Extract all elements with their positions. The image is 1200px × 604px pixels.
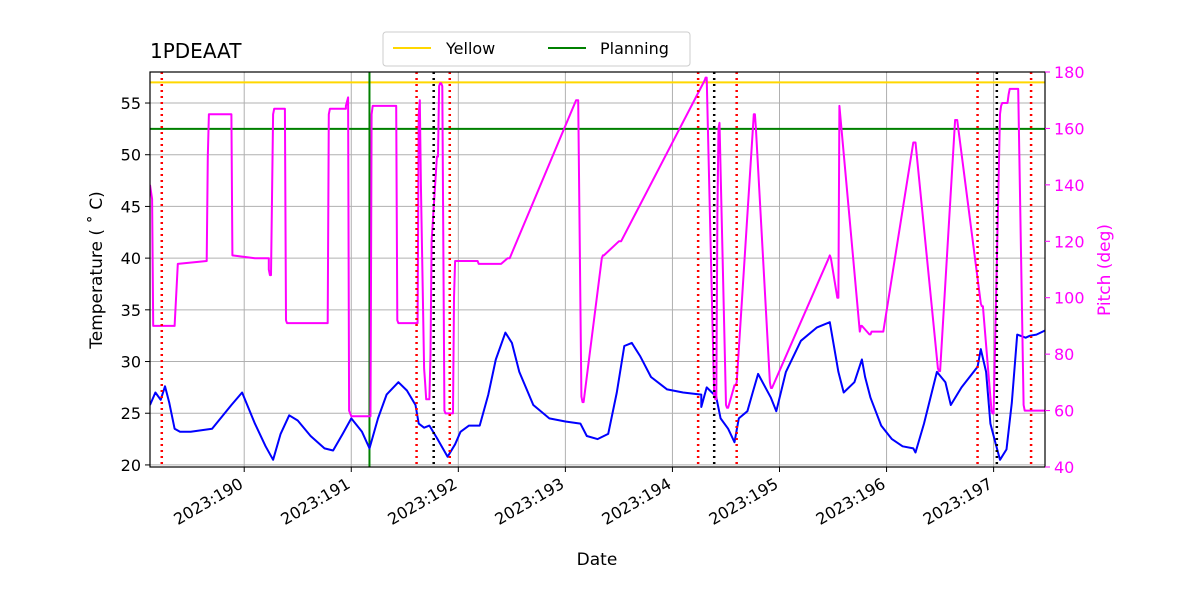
y-left-tick-label: 35 xyxy=(121,301,141,320)
grid-layer xyxy=(150,72,1045,467)
y-right-tick-label: 140 xyxy=(1054,176,1085,195)
data-layer xyxy=(150,72,1045,467)
series-line-pitch xyxy=(150,76,1045,418)
y-right-tick-label: 60 xyxy=(1054,402,1074,421)
y-left-tick-label: 55 xyxy=(121,94,141,113)
y-left-tick-label: 50 xyxy=(121,146,141,165)
y-axis-label-left: Temperature ( ˚ C) xyxy=(86,191,107,350)
series-line-temperature xyxy=(150,321,1045,461)
y-right-tick-label: 180 xyxy=(1054,63,1085,82)
legend-label-yellow: Yellow xyxy=(445,39,495,58)
y-right-tick-label: 80 xyxy=(1054,345,1074,364)
y-left-tick-label: 45 xyxy=(121,197,141,216)
y-right-tick-label: 100 xyxy=(1054,289,1085,308)
y-left-tick-label: 30 xyxy=(121,353,141,372)
y-left-tick-label: 40 xyxy=(121,249,141,268)
y-left-tick-label: 20 xyxy=(121,456,141,475)
y-right-tick-label: 160 xyxy=(1054,119,1085,138)
chart-title: 1PDEAAT xyxy=(150,39,242,63)
legend: Yellow Planning xyxy=(382,31,691,67)
legend-frame xyxy=(382,31,691,67)
legend-label-planning: Planning xyxy=(600,39,669,58)
plot-frame xyxy=(149,71,1046,468)
y-right-tick-label: 120 xyxy=(1054,232,1085,251)
y-right-tick-label: 40 xyxy=(1054,458,1074,477)
y-left-tick-label: 25 xyxy=(121,404,141,423)
x-axis-label: Date xyxy=(577,550,618,570)
y-axis-label-right: Pitch (deg) xyxy=(1095,224,1115,316)
